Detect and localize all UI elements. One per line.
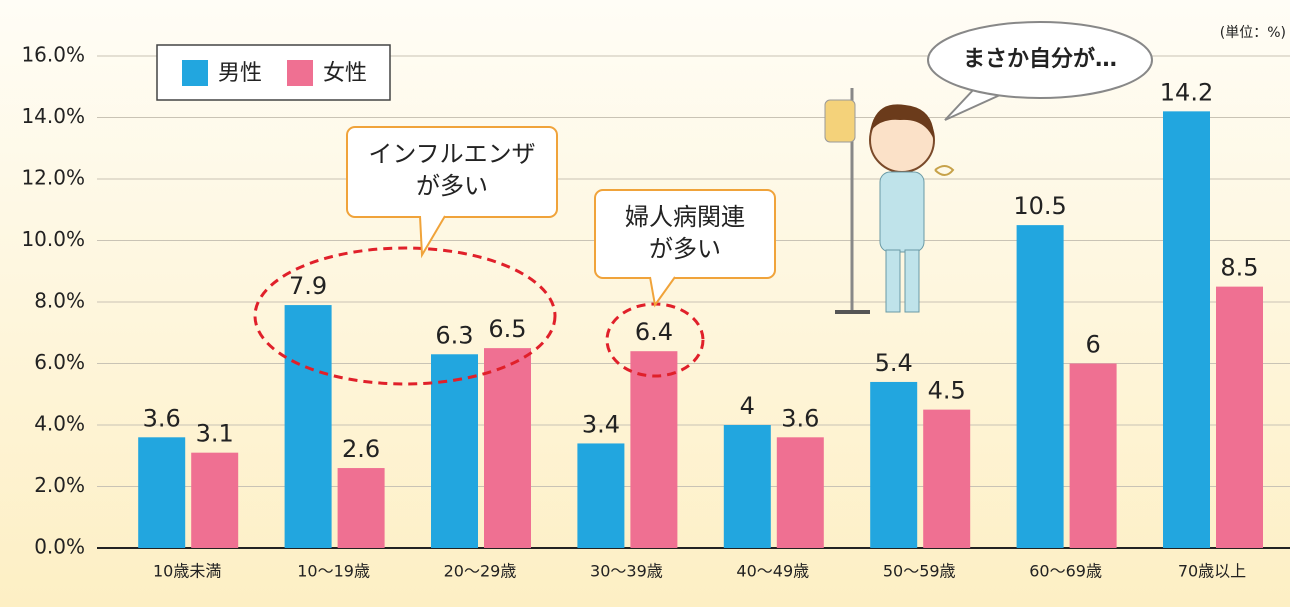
legend-swatch [287,60,313,86]
bar [1216,287,1263,548]
bar [777,437,824,548]
value-label: 14.2 [1160,78,1213,106]
bar [1163,111,1210,548]
callout-text: が多い [649,235,721,263]
legend-label: 男性 [218,61,262,86]
value-label: 2.6 [342,435,380,463]
x-tick-label: 10歳未満 [153,562,221,581]
value-label: 6 [1085,331,1100,359]
bar [191,453,238,548]
bar [1070,364,1117,549]
value-label: 8.5 [1220,254,1258,282]
value-label: 10.5 [1013,192,1066,220]
legend-label: 女性 [323,61,367,86]
x-tick-label: 30〜39歳 [590,562,663,581]
y-tick-label: 14.0% [21,104,85,128]
x-tick-label: 60〜69歳 [1029,562,1102,581]
y-tick-label: 6.0% [34,350,85,374]
x-tick-label: 20〜29歳 [444,562,517,581]
value-label: 3.1 [196,420,234,448]
value-label: 6.5 [488,315,526,343]
bar [630,351,677,548]
bar [724,425,771,548]
callout-text: 婦人病関連 [625,203,745,231]
chart: (単位：%) 0.0% 2.0% 4.0% 6.0% 8.0% 10.0% 12.0% 14.… [0,0,1290,607]
value-label: 3.6 [143,404,181,432]
bar [870,382,917,548]
x-tick-label: 50〜59歳 [883,562,956,581]
value-label: 6.3 [435,321,473,349]
value-label: 3.6 [781,404,819,432]
x-tick-label: 10〜19歳 [297,562,370,581]
value-label: 5.4 [875,349,913,377]
bar [138,437,185,548]
bar [1017,225,1064,548]
y-tick-label: 8.0% [34,289,85,313]
callout-text: インフルエンザ [368,140,535,168]
bar [285,305,332,548]
bar [431,354,478,548]
bar [923,410,970,548]
value-label: 4 [740,392,755,420]
value-label: 3.4 [582,410,620,438]
x-tick-label: 40〜49歳 [736,562,809,581]
y-tick-label: 0.0% [34,535,85,559]
value-label: 7.9 [289,272,327,300]
y-tick-label: 2.0% [34,473,85,497]
speech-text: まさか自分が… [963,46,1117,72]
y-tick-label: 16.0% [21,43,85,67]
value-label: 4.5 [928,377,966,405]
value-label: 6.4 [635,318,673,346]
unit-note: (単位：%) [1220,25,1286,41]
y-tick-label: 12.0% [21,166,85,190]
y-tick-label: 10.0% [21,227,85,251]
bar [577,443,624,548]
callout-text: が多い [416,172,488,200]
legend-swatch [182,60,208,86]
bar [338,468,385,548]
bar [484,348,531,548]
x-tick-label: 70歳以上 [1178,562,1246,581]
y-tick-label: 4.0% [34,412,85,436]
